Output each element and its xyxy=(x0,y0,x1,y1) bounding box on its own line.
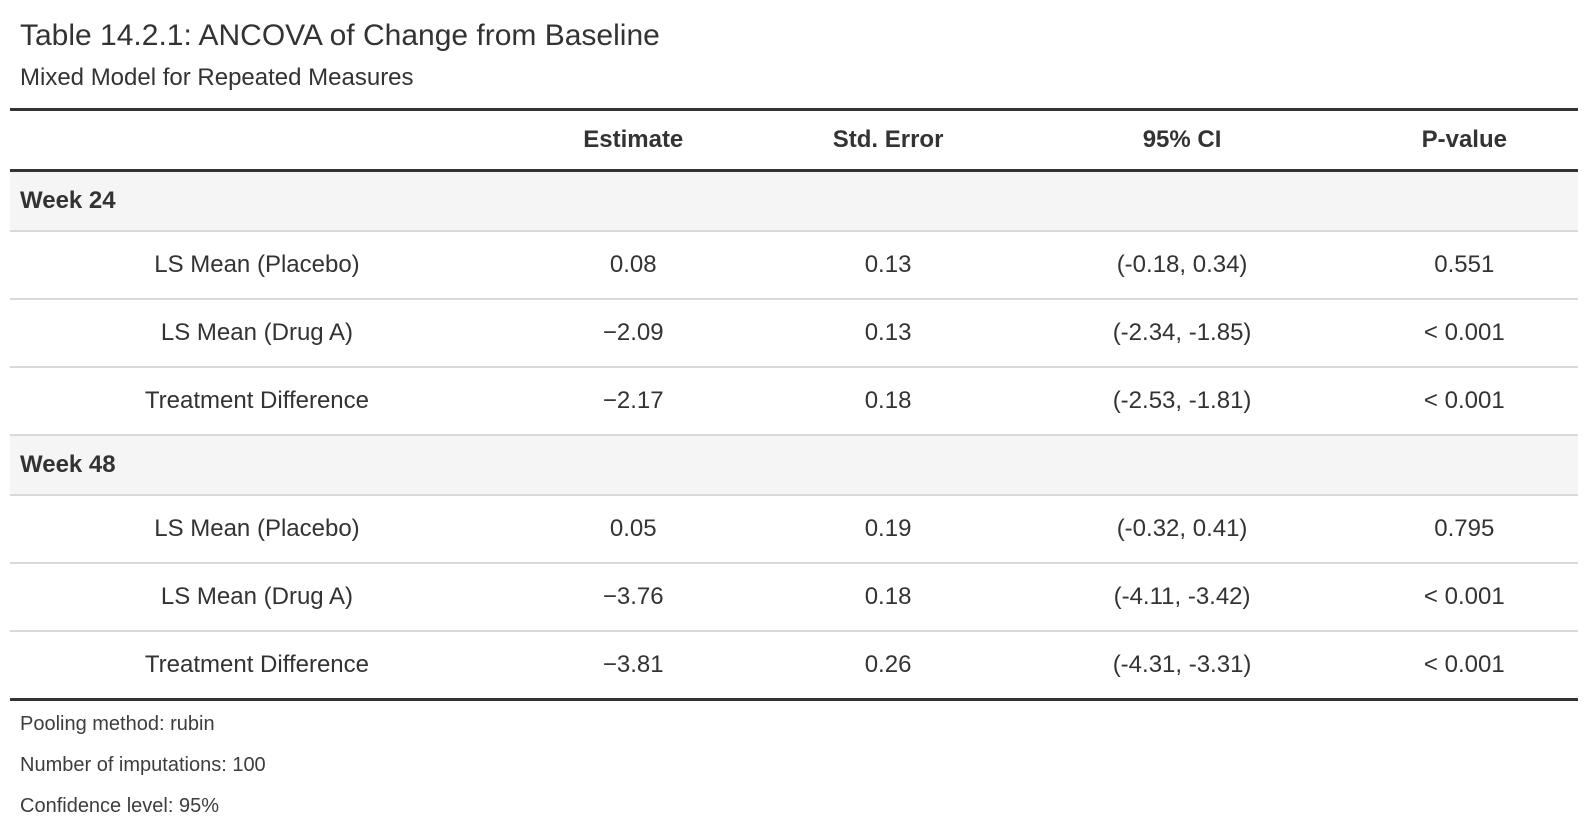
estimate-value: 0.05 xyxy=(503,494,763,564)
group-label: Week 48 xyxy=(10,434,1578,496)
ancova-results-table: Estimate Std. Error 95% CI P-value Week … xyxy=(10,108,1578,702)
estimate-value: −2.17 xyxy=(503,366,763,436)
footnote-pooling-method: Pooling method: rubin xyxy=(20,713,215,736)
std-error-value: 0.26 xyxy=(762,630,1014,700)
group-label: Week 24 xyxy=(10,170,1578,232)
column-header-ci: 95% CI xyxy=(1013,109,1351,173)
row-label: Treatment Difference xyxy=(10,630,504,700)
ci-value: (-2.34, -1.85) xyxy=(1013,298,1351,368)
estimate-value: −3.76 xyxy=(503,562,763,632)
row-label: LS Mean (Drug A) xyxy=(10,562,504,632)
p-value: < 0.001 xyxy=(1350,630,1578,700)
ci-value: (-0.32, 0.41) xyxy=(1013,494,1351,564)
table-subtitle: Mixed Model for Repeated Measures xyxy=(20,64,414,91)
p-value: < 0.001 xyxy=(1350,366,1578,436)
std-error-value: 0.13 xyxy=(762,230,1014,300)
table-row: LS Mean (Placebo) 0.08 0.13 (-0.18, 0.34… xyxy=(10,230,1578,300)
row-label: LS Mean (Placebo) xyxy=(10,494,504,564)
group-row-week-24: Week 24 xyxy=(10,170,1578,232)
row-label: LS Mean (Drug A) xyxy=(10,298,504,368)
p-value: < 0.001 xyxy=(1350,562,1578,632)
table-row: LS Mean (Placebo) 0.05 0.19 (-0.32, 0.41… xyxy=(10,494,1578,564)
column-header-estimate: Estimate xyxy=(503,109,763,173)
ci-value: (-0.18, 0.34) xyxy=(1013,230,1351,300)
ci-value: (-4.31, -3.31) xyxy=(1013,630,1351,700)
ancova-table-container: Table 14.2.1: ANCOVA of Change from Base… xyxy=(10,0,1578,818)
p-value: 0.795 xyxy=(1350,494,1578,564)
column-header-std-error: Std. Error xyxy=(762,109,1014,173)
ci-value: (-2.53, -1.81) xyxy=(1013,366,1351,436)
estimate-value: 0.08 xyxy=(503,230,763,300)
table-footnotes: Pooling method: rubin Number of imputati… xyxy=(10,701,1578,818)
table-row: Treatment Difference −2.17 0.18 (-2.53, … xyxy=(10,366,1578,436)
estimate-value: −2.09 xyxy=(503,298,763,368)
footnote-confidence-level: Confidence level: 95% xyxy=(20,795,220,818)
footnote-imputations: Number of imputations: 100 xyxy=(20,754,266,777)
row-label: LS Mean (Placebo) xyxy=(10,230,504,300)
column-header-stub xyxy=(10,109,504,173)
row-label: Treatment Difference xyxy=(10,366,504,436)
table-header: Estimate Std. Error 95% CI P-value xyxy=(10,109,1578,173)
header-row: Estimate Std. Error 95% CI P-value xyxy=(10,109,1578,173)
column-header-p-value: P-value xyxy=(1350,109,1578,173)
group-row-week-48: Week 48 xyxy=(10,434,1578,496)
table-body: Week 24 LS Mean (Placebo) 0.08 0.13 (-0.… xyxy=(10,170,1578,700)
ci-value: (-4.11, -3.42) xyxy=(1013,562,1351,632)
std-error-value: 0.18 xyxy=(762,366,1014,436)
p-value: 0.551 xyxy=(1350,230,1578,300)
estimate-value: −3.81 xyxy=(503,630,763,700)
std-error-value: 0.18 xyxy=(762,562,1014,632)
table-row: LS Mean (Drug A) −2.09 0.13 (-2.34, -1.8… xyxy=(10,298,1578,368)
table-row: Treatment Difference −3.81 0.26 (-4.31, … xyxy=(10,630,1578,700)
std-error-value: 0.19 xyxy=(762,494,1014,564)
p-value: < 0.001 xyxy=(1350,298,1578,368)
table-row: LS Mean (Drug A) −3.76 0.18 (-4.11, -3.4… xyxy=(10,562,1578,632)
table-title: Table 14.2.1: ANCOVA of Change from Base… xyxy=(20,19,660,52)
std-error-value: 0.13 xyxy=(762,298,1014,368)
